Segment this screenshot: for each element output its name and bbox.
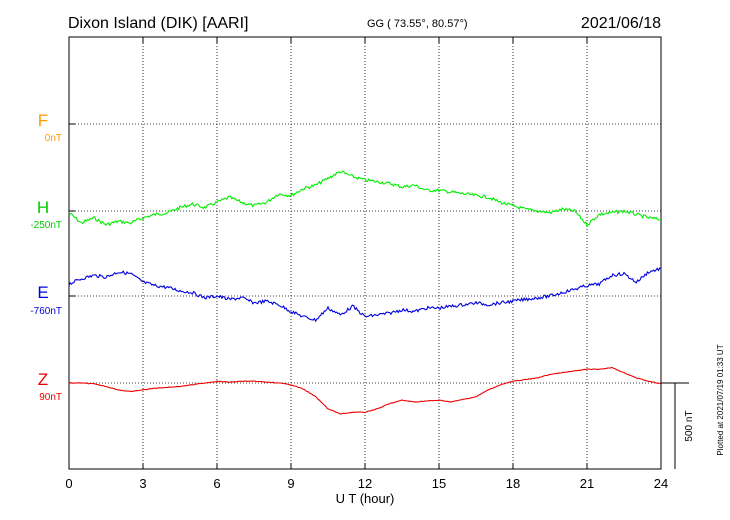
x-tick-label: 12 bbox=[358, 476, 372, 491]
station-title: Dixon Island (DIK) [AARI] bbox=[68, 15, 249, 32]
coordinates-label: GG ( 73.55°, 80.57°) bbox=[367, 18, 468, 30]
scale-bar-label: 500 nT bbox=[684, 410, 695, 441]
series-line-e bbox=[68, 267, 662, 323]
component-label-e: E bbox=[37, 283, 48, 302]
x-tick-label: 24 bbox=[654, 476, 668, 491]
x-axis-label: U T (hour) bbox=[336, 491, 395, 506]
x-tick-label: 0 bbox=[65, 476, 72, 491]
baseline-label-e: -760nT bbox=[30, 306, 62, 317]
baseline-label-h: -250nT bbox=[30, 220, 62, 231]
component-label-h: H bbox=[37, 198, 49, 217]
x-tick-label: 21 bbox=[580, 476, 594, 491]
series-line-h bbox=[68, 170, 662, 228]
baseline-label-f: 0nT bbox=[45, 133, 62, 144]
component-label-z: Z bbox=[38, 370, 48, 389]
plot-frame bbox=[68, 36, 662, 470]
series-layer bbox=[68, 170, 662, 415]
plotted-timestamp: Plotted at 2021/07/19 01:33 UT bbox=[716, 344, 725, 455]
x-tick-labels: 0 3 6 9 12 15 18 21 24 bbox=[65, 476, 668, 491]
plot-grid bbox=[68, 37, 662, 469]
component-label-f: F bbox=[38, 111, 48, 130]
x-tick-label: 6 bbox=[213, 476, 220, 491]
x-tick-label: 9 bbox=[287, 476, 294, 491]
series-line-z bbox=[68, 366, 662, 415]
x-tick-label: 18 bbox=[506, 476, 520, 491]
baseline-label-z: 90nT bbox=[39, 392, 62, 403]
x-tick-label: 3 bbox=[139, 476, 146, 491]
x-tick-label: 15 bbox=[432, 476, 446, 491]
date-label: 2021/06/18 bbox=[581, 15, 661, 32]
